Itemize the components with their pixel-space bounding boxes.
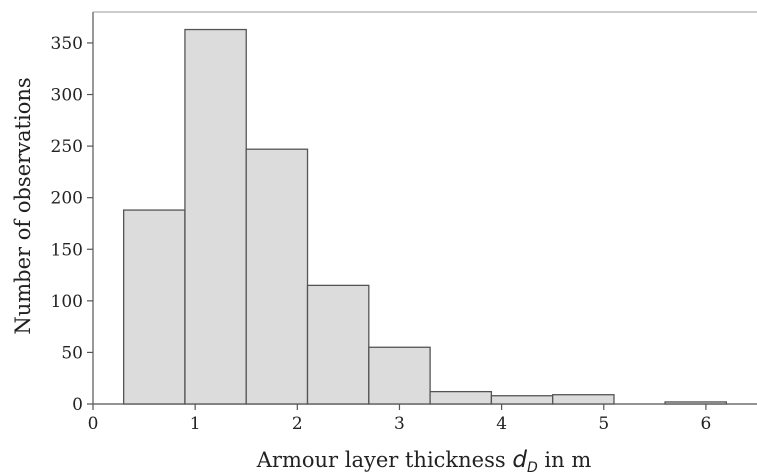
y-tick-label: 200 [51, 189, 83, 209]
y-tick-label: 50 [61, 343, 83, 363]
y-axis-label: Number of observations [11, 77, 35, 334]
y-tick-label: 0 [72, 395, 83, 415]
histogram-bar-7 [490, 395, 554, 405]
histogram-bar-6 [429, 390, 493, 405]
histogram-bar-8 [552, 394, 615, 405]
histogram-bar-1 [122, 209, 186, 405]
y-tick-label: 150 [51, 240, 83, 260]
x-tick-label: 6 [701, 414, 712, 434]
x-tick-label: 3 [394, 414, 405, 434]
y-tick-label: 100 [51, 292, 83, 312]
y-tick-label: 250 [51, 137, 83, 157]
histogram-bar-4 [306, 284, 370, 405]
x-tick-label: 1 [190, 414, 201, 434]
histogram-bar-5 [368, 346, 431, 405]
y-tick-label: 350 [51, 34, 83, 54]
histogram-bar-3 [245, 148, 309, 405]
y-axis-ticks: 0 50 100 150 200 250 300 350 [51, 34, 93, 415]
histogram-bar-2 [184, 28, 247, 405]
histogram-bar-10 [664, 401, 728, 405]
x-tick-label: 5 [598, 414, 609, 434]
x-tick-label: 4 [496, 414, 507, 434]
histogram-bars [122, 28, 728, 405]
x-axis-ticks: 0 1 2 3 4 5 6 [88, 404, 712, 434]
x-axis-label: Armour layer thickness dD in m [256, 447, 592, 473]
x-tick-label: 0 [88, 414, 99, 434]
y-tick-label: 300 [51, 86, 83, 106]
x-tick-label: 2 [292, 414, 303, 434]
